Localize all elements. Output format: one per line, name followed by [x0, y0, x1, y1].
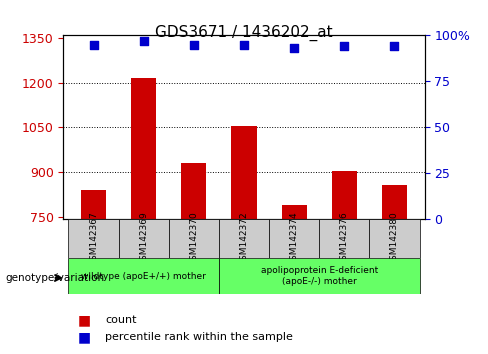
Bar	[131, 78, 156, 219]
Text: GSM142372: GSM142372	[240, 212, 248, 266]
Point	[290, 45, 298, 51]
Point	[140, 38, 147, 44]
Text: GDS3671 / 1436202_at: GDS3671 / 1436202_at	[155, 25, 333, 41]
Text: GSM142376: GSM142376	[340, 212, 349, 266]
Text: percentile rank within the sample: percentile rank within the sample	[105, 332, 293, 342]
Text: ■: ■	[78, 313, 91, 327]
Point	[390, 44, 398, 49]
Bar	[282, 205, 306, 219]
Text: GSM142369: GSM142369	[139, 212, 148, 266]
Text: GSM142380: GSM142380	[390, 212, 399, 266]
Point	[240, 42, 248, 47]
Point	[90, 42, 98, 47]
FancyBboxPatch shape	[119, 219, 169, 258]
Text: GSM142374: GSM142374	[290, 212, 299, 266]
FancyBboxPatch shape	[68, 258, 219, 294]
Text: wildtype (apoE+/+) mother: wildtype (apoE+/+) mother	[81, 272, 206, 281]
Bar	[231, 126, 257, 219]
Bar	[332, 171, 357, 219]
Text: apolipoprotein E-deficient
(apoE-/-) mother: apolipoprotein E-deficient (apoE-/-) mot…	[261, 267, 378, 286]
Text: genotype/variation: genotype/variation	[5, 273, 104, 283]
Text: ■: ■	[78, 330, 91, 344]
FancyBboxPatch shape	[269, 219, 319, 258]
Text: GSM142370: GSM142370	[189, 212, 198, 266]
Text: GSM142367: GSM142367	[89, 212, 98, 266]
FancyBboxPatch shape	[219, 219, 269, 258]
Point	[190, 42, 198, 47]
Bar	[182, 163, 206, 219]
Text: count: count	[105, 315, 137, 325]
FancyBboxPatch shape	[68, 219, 119, 258]
FancyBboxPatch shape	[169, 219, 219, 258]
FancyBboxPatch shape	[319, 219, 369, 258]
Bar	[81, 190, 106, 219]
Bar	[382, 185, 407, 219]
FancyBboxPatch shape	[369, 219, 420, 258]
Point	[341, 44, 348, 49]
FancyBboxPatch shape	[219, 258, 420, 294]
